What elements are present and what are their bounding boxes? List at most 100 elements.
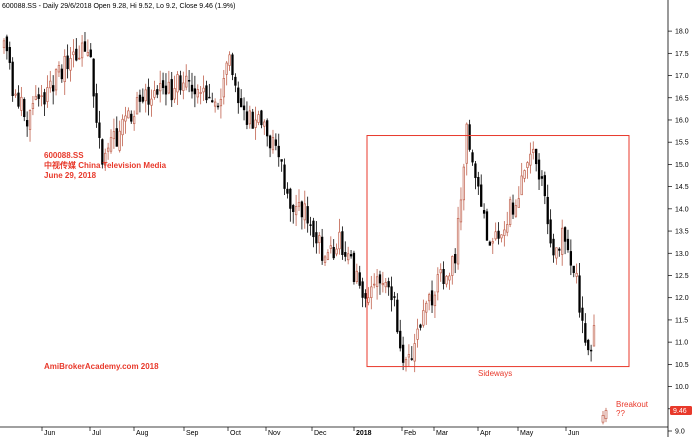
candle-body (511, 202, 515, 215)
y-tick-label: 17.0 (675, 73, 689, 80)
candle-body (43, 92, 46, 105)
candle-body (552, 238, 555, 256)
candle-body (8, 47, 11, 63)
candle-body (566, 238, 570, 251)
candle-body (2, 40, 6, 49)
candle-body (535, 148, 538, 165)
candle-body (78, 57, 81, 60)
candle-body (254, 119, 257, 128)
candle-body (422, 310, 425, 326)
x-tick-label: 2018 (356, 430, 372, 437)
y-tick-label: 11.0 (675, 340, 688, 347)
candle-body (159, 83, 162, 92)
candle-body (83, 41, 87, 52)
candle-body (494, 231, 497, 240)
candle-body (303, 203, 306, 221)
candle-body (500, 234, 503, 239)
annotation-symbol: 600088.SS (44, 151, 84, 160)
x-tick-label: May (520, 430, 534, 437)
y-tick-label: 13.5 (675, 229, 689, 236)
y-tick-label: 10.5 (675, 362, 689, 369)
candle-body (436, 274, 439, 293)
candle-body (404, 359, 408, 367)
candle-body (312, 220, 315, 238)
y-tick-label: 15.0 (675, 162, 689, 169)
candle-body (419, 324, 422, 328)
candle-body (202, 87, 205, 93)
x-tick-label: Jul (92, 430, 101, 437)
candle-body (364, 293, 367, 299)
candle-body (75, 48, 78, 61)
candle-body (373, 283, 376, 286)
candle-body (318, 235, 321, 244)
candle-body (520, 175, 523, 196)
annotation-date: June 29, 2018 (44, 171, 97, 180)
candle-body (268, 135, 272, 149)
candle-body (199, 92, 202, 94)
candle-body (537, 159, 541, 180)
x-tick-label: Dec (314, 430, 327, 437)
candle-body (60, 68, 63, 80)
candle-body (529, 153, 532, 166)
candle-body (225, 62, 228, 75)
candle-body (448, 275, 451, 281)
candle-body (575, 272, 578, 277)
y-tick-label: 12.5 (675, 273, 689, 280)
candle-body (549, 219, 552, 244)
candle-body (164, 85, 168, 95)
candle-body (31, 103, 35, 109)
candle-body (396, 299, 399, 333)
candle-body (234, 76, 237, 86)
candle-body (240, 98, 243, 108)
candle-body (306, 206, 309, 224)
candle-body (104, 152, 107, 166)
candle-body (572, 265, 575, 273)
candle-body (546, 196, 549, 225)
candle-body (280, 159, 283, 162)
candle-body (485, 211, 489, 241)
candle-body (503, 229, 506, 236)
candle-body (124, 115, 127, 122)
candle-body (584, 323, 587, 343)
candle-body (459, 199, 463, 223)
candle-body (480, 184, 483, 207)
candle-body (561, 227, 564, 255)
candle-body (228, 54, 231, 66)
candle-body (471, 152, 474, 163)
candle-body (407, 354, 411, 358)
candle-body (161, 80, 165, 89)
candle-body (361, 281, 364, 298)
candle-body (332, 246, 335, 259)
candle-body (344, 252, 347, 257)
candle-body (266, 120, 269, 137)
x-tick-label: Oct (230, 430, 241, 437)
candle-body (390, 286, 393, 301)
candle-body (358, 272, 361, 286)
annotation-breakout-question: ?? (616, 409, 625, 418)
candle-body (101, 139, 104, 165)
candle-body (20, 96, 23, 111)
candle-body (231, 54, 234, 76)
candle-body (190, 84, 194, 92)
last-price-tag: 9.46 (670, 406, 692, 416)
candle-body (80, 42, 84, 59)
candle-body (540, 176, 544, 179)
candle-body (532, 148, 535, 153)
candle-body (367, 297, 370, 303)
candle-body (381, 283, 385, 286)
y-tick-label: 15.5 (675, 140, 689, 147)
last-price-tag-box (670, 406, 692, 416)
candle-body (289, 188, 292, 209)
candle-body (257, 114, 260, 123)
y-tick-label: 14.0 (675, 206, 689, 213)
candle-body (156, 89, 159, 95)
x-tick-label: Nov (268, 430, 281, 437)
candle-body (28, 110, 32, 130)
breakout-candle-body (604, 410, 608, 419)
candle-body (98, 122, 101, 138)
candle-body (315, 232, 318, 244)
candle-body (46, 87, 49, 102)
candle-body (179, 75, 182, 91)
candle-body (563, 227, 567, 242)
